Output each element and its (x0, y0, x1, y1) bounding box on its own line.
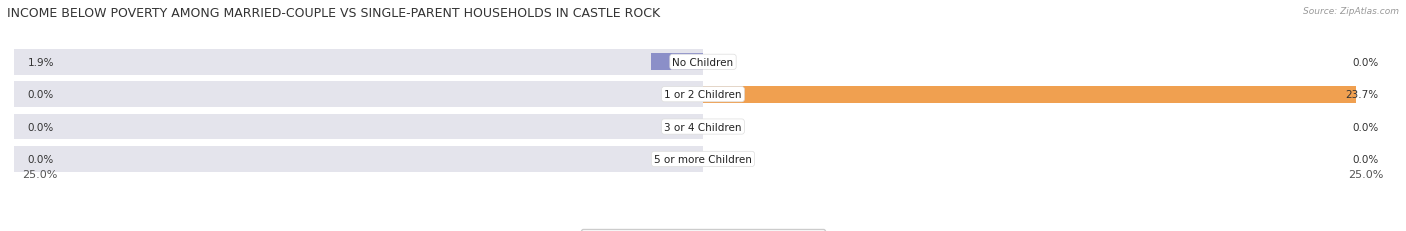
Text: 1.9%: 1.9% (28, 58, 55, 67)
Bar (703, 86, 1357, 103)
Text: 23.7%: 23.7% (1346, 90, 1378, 100)
Text: 0.0%: 0.0% (1353, 154, 1378, 164)
Text: Source: ZipAtlas.com: Source: ZipAtlas.com (1303, 7, 1399, 16)
Bar (14, 146, 703, 172)
Text: 0.0%: 0.0% (1353, 58, 1378, 67)
Text: 1 or 2 Children: 1 or 2 Children (664, 90, 742, 100)
Text: 0.0%: 0.0% (28, 90, 53, 100)
Text: 5 or more Children: 5 or more Children (654, 154, 752, 164)
Bar (14, 114, 703, 140)
Legend: Married Couples, Single Parents: Married Couples, Single Parents (581, 229, 825, 231)
Bar (14, 82, 703, 108)
Text: 0.0%: 0.0% (1353, 122, 1378, 132)
Text: 0.0%: 0.0% (28, 154, 53, 164)
Text: INCOME BELOW POVERTY AMONG MARRIED-COUPLE VS SINGLE-PARENT HOUSEHOLDS IN CASTLE : INCOME BELOW POVERTY AMONG MARRIED-COUPL… (7, 7, 661, 20)
Bar (651, 54, 703, 71)
Text: 25.0%: 25.0% (1348, 169, 1384, 179)
Text: 0.0%: 0.0% (28, 122, 53, 132)
Text: 25.0%: 25.0% (22, 169, 58, 179)
Bar (14, 50, 703, 76)
Text: No Children: No Children (672, 58, 734, 67)
Text: 3 or 4 Children: 3 or 4 Children (664, 122, 742, 132)
